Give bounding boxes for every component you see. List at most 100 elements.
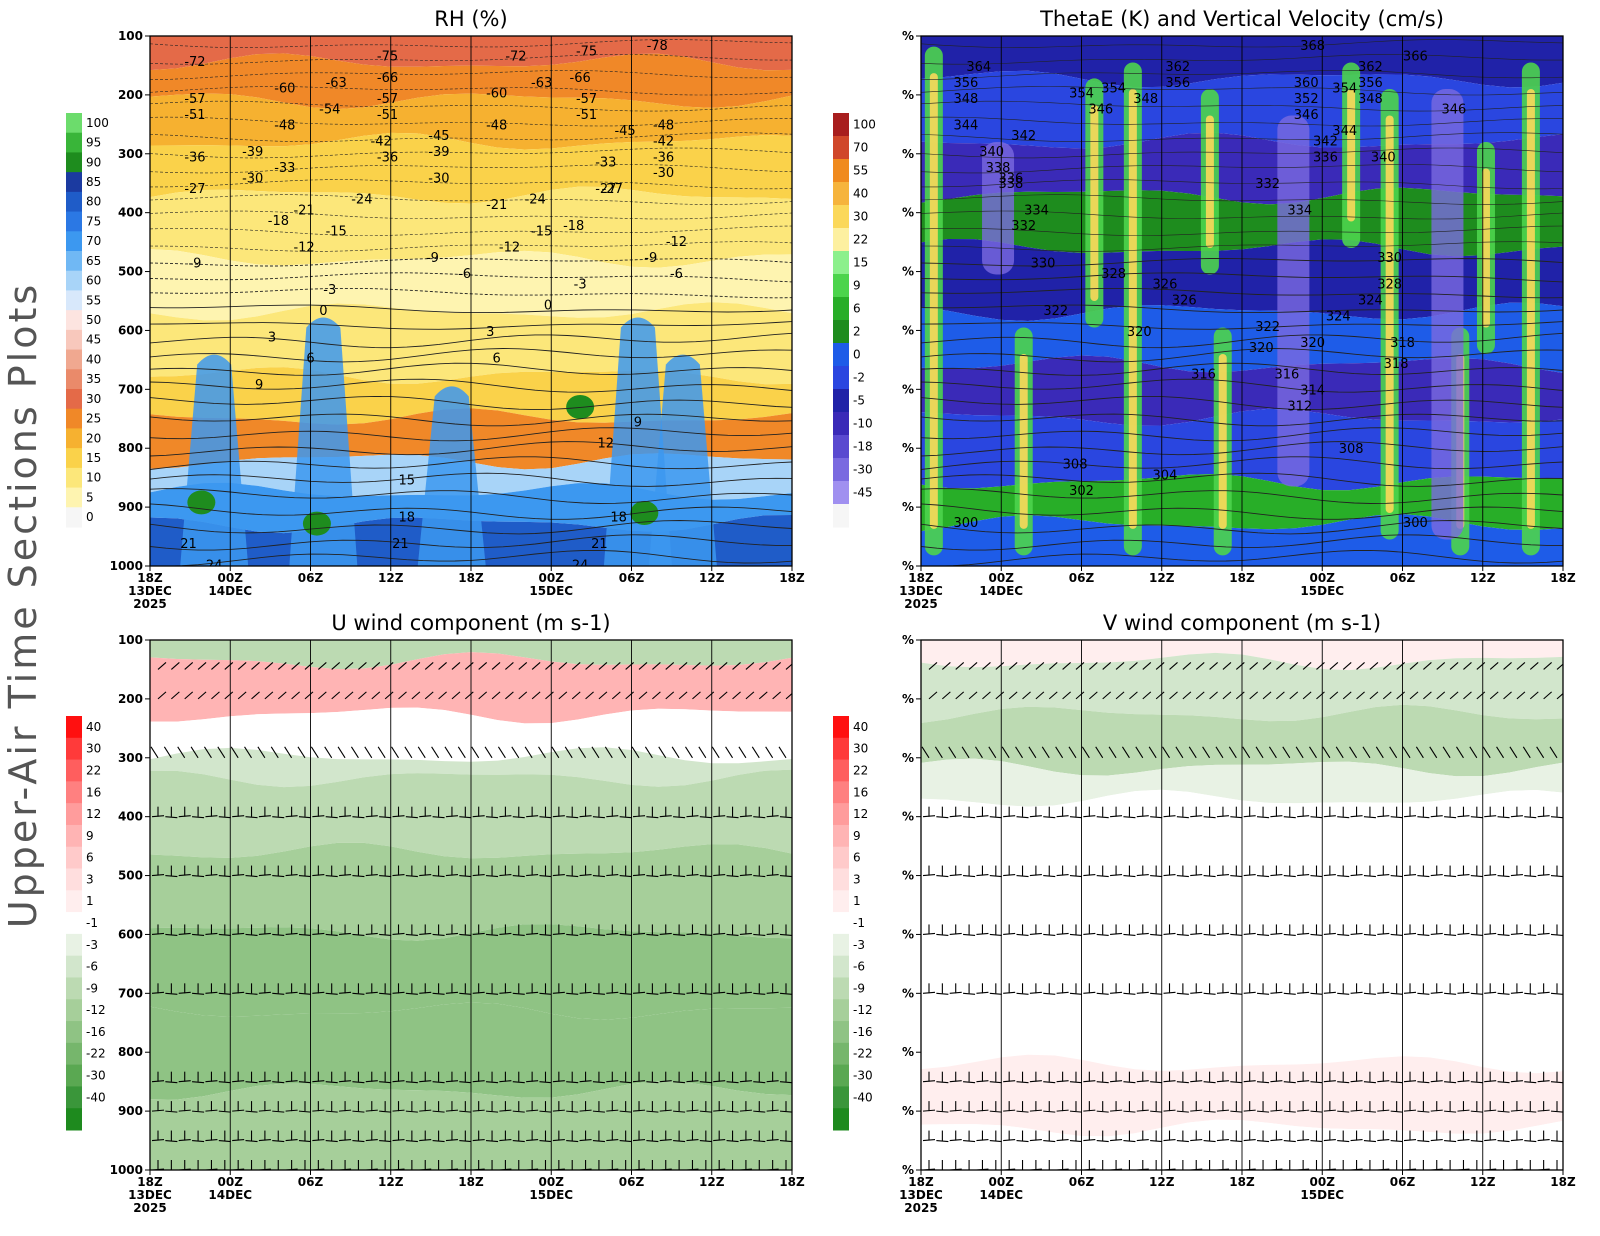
wind-barb bbox=[928, 691, 938, 700]
rh-contour-label: -60 bbox=[274, 81, 295, 96]
thetae-date-label: 2025 bbox=[904, 597, 937, 611]
wind-barb-shaft bbox=[1043, 933, 1056, 936]
wind-barb-shaft bbox=[1150, 875, 1163, 878]
wind-barb-shaft bbox=[1230, 875, 1243, 878]
wind-barb bbox=[1490, 640, 1492, 641]
wind-barb-shaft bbox=[205, 1109, 218, 1112]
wind-barb bbox=[1262, 662, 1272, 670]
wind-barb-shaft bbox=[566, 816, 579, 819]
wind-barb bbox=[1503, 640, 1505, 641]
wind-barb-shaft bbox=[922, 815, 936, 818]
wind-barb-shaft bbox=[1297, 874, 1310, 877]
wind-barb-shaft bbox=[1270, 1080, 1283, 1083]
wind-barb-shaft bbox=[218, 816, 231, 819]
wind-barb-shaft bbox=[512, 1110, 525, 1113]
wind-barb-shaft bbox=[1417, 933, 1430, 936]
rh-contour-label: -21 bbox=[486, 198, 507, 213]
wind-barb-shaft bbox=[552, 1109, 565, 1112]
wind-barb bbox=[1382, 662, 1392, 670]
wind-barb-shaft bbox=[619, 1110, 632, 1113]
wind-barb-shaft bbox=[1163, 932, 1176, 935]
wind-barb-shaft bbox=[1310, 1081, 1323, 1084]
wind-barb-shaft bbox=[699, 992, 712, 995]
wind-barb-shaft bbox=[1123, 816, 1136, 819]
wind-barb-shaft bbox=[459, 1081, 472, 1084]
wind-barb bbox=[304, 640, 306, 641]
wind-barb-shaft bbox=[1190, 1109, 1203, 1112]
u_wind-colorbar-swatch bbox=[66, 716, 82, 739]
thetae-updraft-core bbox=[1128, 89, 1137, 529]
rh-colorbar-label: 85 bbox=[86, 175, 101, 189]
wind-barb-shaft bbox=[1256, 933, 1270, 936]
thetae-colorbar-label: -2 bbox=[853, 371, 865, 385]
wind-barb-shaft bbox=[419, 1139, 432, 1142]
v_wind-colorbar-label: -30 bbox=[853, 1069, 873, 1083]
rh-moist-plume bbox=[289, 317, 358, 566]
wind-barb-shaft bbox=[379, 1081, 392, 1084]
wind-barb bbox=[318, 640, 320, 641]
wind-barb-shaft bbox=[352, 933, 365, 936]
wind-barb bbox=[371, 691, 381, 700]
wind-barb bbox=[928, 662, 938, 670]
rh-contour-label: -12 bbox=[293, 240, 314, 255]
u_wind-y-tick-label: 100 bbox=[118, 633, 143, 647]
wind-barb-shaft bbox=[1123, 933, 1136, 936]
u_wind-colorbar-label: -22 bbox=[86, 1047, 106, 1061]
wind-barb bbox=[1195, 662, 1205, 670]
wind-barb bbox=[411, 691, 421, 700]
wind-barb-shaft bbox=[539, 1081, 552, 1084]
thetae-downdraft-column bbox=[1277, 115, 1310, 487]
u_wind-colorbar-label: -40 bbox=[86, 1090, 106, 1104]
thetae-contour-label: 352 bbox=[1294, 92, 1319, 107]
wind-barb-shaft bbox=[1550, 992, 1563, 995]
wind-barb-shaft bbox=[1283, 1081, 1296, 1084]
wind-barb-shaft bbox=[632, 932, 646, 935]
wind-barb-shaft bbox=[1176, 1110, 1189, 1113]
wind-barb-shaft bbox=[713, 815, 726, 818]
wind-barb-shaft bbox=[1337, 875, 1350, 878]
wind-barb-shaft bbox=[1003, 1109, 1016, 1112]
rh-contour-label: -66 bbox=[570, 71, 591, 86]
wind-barb-shaft bbox=[285, 991, 298, 994]
wind-barb bbox=[451, 662, 461, 670]
wind-barb-shaft bbox=[566, 1110, 579, 1113]
rh-contour-label: 9 bbox=[255, 378, 263, 393]
rh-y-tick-label: 1000 bbox=[110, 559, 143, 573]
v_wind-date-label: 13DEC bbox=[899, 1188, 943, 1202]
wind-barb bbox=[751, 746, 760, 759]
wind-barb bbox=[1268, 746, 1277, 759]
wind-barb bbox=[1062, 640, 1064, 641]
wind-barb-shaft bbox=[339, 932, 352, 935]
u_wind-colorbar-swatch bbox=[66, 933, 82, 957]
wind-barb-shaft bbox=[1203, 992, 1216, 995]
rh-moist-plume bbox=[417, 386, 486, 566]
v_wind-colorbar-label: 1 bbox=[853, 894, 861, 908]
wind-barb-shaft bbox=[405, 1110, 418, 1113]
wind-barb bbox=[995, 691, 1005, 700]
wind-barb-shaft bbox=[1524, 1110, 1537, 1113]
wind-barb-shaft bbox=[151, 1109, 165, 1112]
wind-barb bbox=[1055, 746, 1064, 759]
wind-barb-shaft bbox=[1524, 816, 1537, 819]
thetae-contour-label: 320 bbox=[1300, 336, 1325, 351]
rh-contour-label: 15 bbox=[399, 474, 416, 489]
rh-contour-label: -9 bbox=[188, 256, 201, 271]
wind-barb-shaft bbox=[151, 815, 165, 818]
thetae-colorbar-swatch bbox=[833, 205, 849, 229]
v_wind-x-tick-label: 12Z bbox=[1149, 1175, 1175, 1189]
wind-barb-shaft bbox=[673, 1081, 686, 1084]
rh-contour-label: 6 bbox=[306, 352, 314, 367]
wind-barb bbox=[457, 746, 466, 759]
wind-barb-shaft bbox=[592, 1110, 605, 1113]
rh-x-tick-label: 00Z bbox=[218, 571, 244, 585]
wind-barb-shaft bbox=[339, 1139, 352, 1142]
rh-contour-label: -30 bbox=[242, 172, 263, 187]
wind-barb-shaft bbox=[392, 932, 405, 935]
v_wind-colorbar-swatch bbox=[833, 933, 849, 957]
wind-barb bbox=[921, 746, 930, 759]
wind-barb-shaft bbox=[445, 991, 459, 994]
v_wind-colorbar-label: 16 bbox=[853, 785, 868, 799]
wind-barb-shaft bbox=[1510, 932, 1523, 935]
thetae-colorbar-label: -30 bbox=[853, 463, 873, 477]
wind-barb bbox=[1035, 691, 1045, 700]
